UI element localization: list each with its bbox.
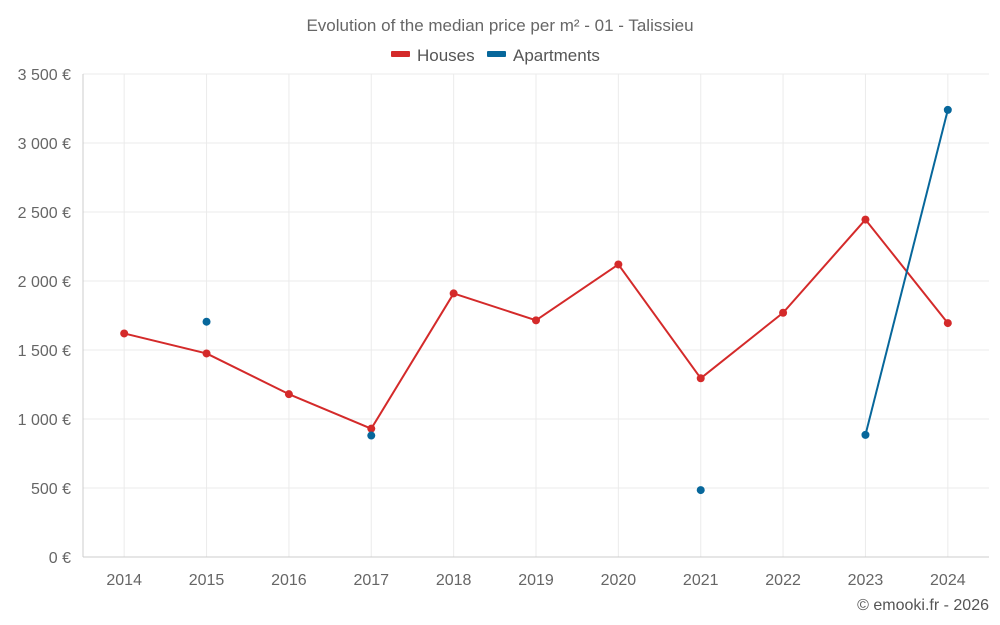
- data-point-houses[interactable]: [120, 329, 129, 338]
- data-point-houses[interactable]: [449, 289, 458, 298]
- y-tick-label: 2 000 €: [18, 274, 71, 291]
- x-tick-label: 2017: [353, 572, 389, 589]
- data-point-houses[interactable]: [779, 308, 788, 317]
- y-tick-label: 1 500 €: [18, 343, 71, 360]
- data-point-houses[interactable]: [943, 319, 952, 328]
- data-point-houses[interactable]: [284, 390, 293, 399]
- x-tick-label: 2024: [930, 572, 966, 589]
- data-point-houses[interactable]: [614, 260, 623, 269]
- legend-swatch-apartments: [487, 51, 506, 57]
- legend-item-apartments[interactable]: Apartments: [487, 46, 600, 65]
- data-point-apartments[interactable]: [696, 486, 705, 495]
- x-tick-label: 2021: [683, 572, 719, 589]
- x-tick-label: 2019: [518, 572, 554, 589]
- legend-item-houses[interactable]: Houses: [391, 46, 475, 65]
- data-point-apartments[interactable]: [943, 105, 952, 114]
- legend: Houses Apartments: [391, 46, 600, 65]
- data-point-houses[interactable]: [202, 349, 211, 358]
- x-tick-label: 2022: [765, 572, 801, 589]
- x-tick-label: 2014: [106, 572, 142, 589]
- data-point-houses[interactable]: [532, 316, 540, 325]
- y-tick-label: 0 €: [49, 550, 71, 567]
- y-tick-label: 2 500 €: [18, 205, 71, 222]
- chart-title: Evolution of the median price per m² - 0…: [306, 16, 693, 35]
- series: [120, 105, 952, 495]
- grid: [83, 73, 989, 557]
- x-tick-label: 2023: [848, 572, 884, 589]
- y-tick-label: 500 €: [31, 481, 71, 498]
- legend-swatch-houses: [391, 51, 410, 57]
- legend-label-houses: Houses: [417, 46, 475, 65]
- y-tick-label: 1 000 €: [18, 412, 71, 429]
- series-line-apartments: [864, 109, 949, 436]
- y-tick-label: 3 500 €: [18, 67, 71, 84]
- x-tick-label: 2018: [436, 572, 472, 589]
- axes: 0 € 500 € 1 000 € 1 500 € 2 000 € 2 500 € 3 00…: [18, 67, 989, 589]
- data-point-houses[interactable]: [367, 424, 376, 433]
- credit-text: © emooki.fr - 2026: [857, 597, 989, 614]
- data-point-apartments[interactable]: [367, 431, 376, 440]
- data-point-apartments[interactable]: [861, 430, 870, 439]
- legend-label-apartments: Apartments: [513, 46, 600, 65]
- x-tick-label: 2016: [271, 572, 307, 589]
- data-point-houses[interactable]: [861, 215, 870, 224]
- x-tick-label: 2020: [601, 572, 637, 589]
- data-point-houses[interactable]: [696, 374, 705, 383]
- series-houses: [120, 215, 952, 433]
- x-tick-label: 2015: [189, 572, 225, 589]
- series-apartments: [202, 105, 952, 495]
- data-point-apartments[interactable]: [202, 317, 211, 326]
- y-tick-label: 3 000 €: [18, 136, 71, 153]
